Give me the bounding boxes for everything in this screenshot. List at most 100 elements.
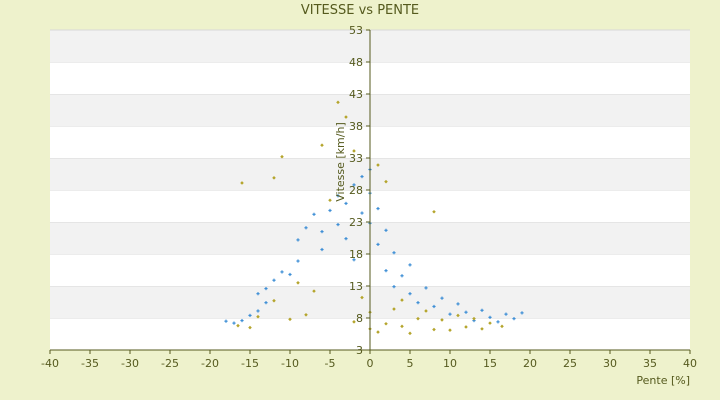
x-tick-label: -25 xyxy=(161,357,179,370)
data-point xyxy=(336,194,340,198)
x-tick-label: 25 xyxy=(563,357,577,370)
data-point xyxy=(336,222,340,227)
data-point xyxy=(376,330,380,334)
data-point xyxy=(384,179,388,184)
y-tick-label: 43 xyxy=(349,88,363,101)
data-point xyxy=(408,292,412,296)
x-tick-label: -40 xyxy=(41,357,59,370)
data-point xyxy=(416,316,420,321)
data-point xyxy=(416,301,420,305)
data-point xyxy=(480,308,484,312)
data-point xyxy=(448,312,452,316)
data-point xyxy=(464,325,468,329)
data-point xyxy=(392,251,396,255)
y-tick-label: 23 xyxy=(349,216,363,229)
data-point xyxy=(392,307,396,311)
data-point xyxy=(248,325,252,330)
data-point xyxy=(352,149,356,153)
data-point xyxy=(240,181,244,185)
y-tick-label: 13 xyxy=(349,280,363,293)
data-point xyxy=(512,317,516,321)
data-point xyxy=(312,289,316,293)
x-tick-label: 10 xyxy=(443,357,457,370)
data-point xyxy=(488,321,492,325)
y-tick-label: 18 xyxy=(349,248,363,261)
y-tick-label: 38 xyxy=(349,120,363,133)
data-point xyxy=(376,163,380,167)
data-point xyxy=(288,317,292,322)
y-tick-label: 33 xyxy=(349,152,363,165)
x-tick-label: 30 xyxy=(603,357,617,370)
x-tick-label: -15 xyxy=(241,357,259,370)
data-point xyxy=(408,331,412,336)
data-point xyxy=(504,312,508,316)
x-tick-label: -30 xyxy=(121,357,139,370)
data-point xyxy=(320,247,324,252)
data-point xyxy=(360,295,364,300)
data-point xyxy=(232,321,236,325)
x-tick-label: -10 xyxy=(281,357,299,370)
data-point xyxy=(480,327,484,331)
data-point xyxy=(424,286,428,290)
data-point xyxy=(320,143,324,147)
data-point xyxy=(272,298,276,303)
data-point xyxy=(520,311,524,315)
data-point xyxy=(344,115,348,119)
data-point xyxy=(344,201,348,206)
y-tick-label: 48 xyxy=(349,56,363,69)
data-point xyxy=(384,269,388,273)
data-point xyxy=(328,208,332,213)
x-tick-label: 40 xyxy=(683,357,697,370)
data-point xyxy=(280,270,284,274)
data-point xyxy=(224,319,228,323)
data-point xyxy=(440,318,444,322)
x-tick-label: -35 xyxy=(81,357,99,370)
x-tick-label: 15 xyxy=(483,357,497,370)
data-point xyxy=(272,176,276,180)
data-point xyxy=(320,230,324,234)
data-point xyxy=(472,316,476,321)
data-point xyxy=(236,323,240,328)
data-point xyxy=(296,259,300,263)
y-tick-label: 53 xyxy=(349,24,363,37)
data-point xyxy=(312,212,316,216)
data-point xyxy=(256,292,260,296)
data-points xyxy=(224,100,524,336)
y-tick-label: 8 xyxy=(356,312,363,325)
data-point xyxy=(352,258,356,262)
data-point xyxy=(304,226,308,230)
data-point xyxy=(248,313,252,318)
chart-title: VITESSE vs PENTE xyxy=(301,3,419,18)
x-tick-label: 20 xyxy=(523,357,537,370)
data-point xyxy=(400,324,404,329)
data-point xyxy=(328,198,332,203)
data-point xyxy=(464,310,468,314)
data-point xyxy=(280,154,284,159)
x-tick-label: -20 xyxy=(201,357,219,370)
data-point xyxy=(296,238,300,242)
data-point xyxy=(264,286,268,291)
data-point xyxy=(360,211,364,215)
x-tick-label: 0 xyxy=(367,357,374,370)
data-point xyxy=(344,237,348,241)
data-point xyxy=(240,318,244,323)
data-point xyxy=(424,309,428,313)
data-point xyxy=(360,174,364,179)
y-axis-title: Vitesse [km/h] xyxy=(334,122,347,202)
x-axis-title: Pente [%] xyxy=(636,374,690,387)
data-point xyxy=(432,304,436,309)
y-tick-label: 28 xyxy=(349,184,363,197)
data-point xyxy=(296,281,300,285)
data-point xyxy=(376,206,380,211)
data-point xyxy=(288,272,292,277)
data-point xyxy=(496,320,500,324)
data-point xyxy=(456,302,460,306)
data-point xyxy=(272,278,276,282)
data-point xyxy=(400,274,404,278)
x-tick-label: 35 xyxy=(643,357,657,370)
data-point xyxy=(448,328,452,332)
data-point xyxy=(400,298,404,302)
data-point xyxy=(376,242,380,246)
data-point xyxy=(384,321,388,326)
